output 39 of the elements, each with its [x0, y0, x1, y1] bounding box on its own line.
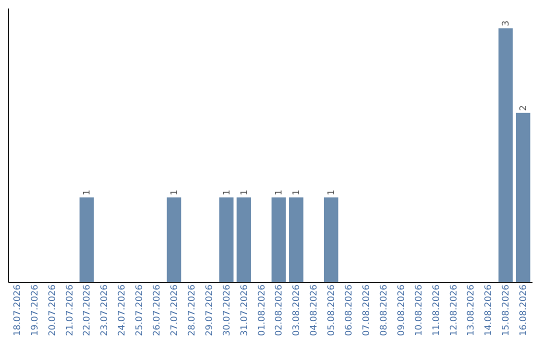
x-tick-label: 02.08.2026	[274, 284, 285, 336]
data-label: 1	[240, 190, 250, 196]
data-label: 1	[327, 190, 338, 196]
x-tick-label: 15.08.2026	[502, 284, 512, 336]
x-tick-label: 31.07.2026	[240, 284, 250, 336]
x-tick-label: 30.07.2026	[222, 284, 232, 336]
x-tick-label: 27.07.2026	[170, 284, 180, 336]
data-label: 3	[502, 20, 512, 26]
x-tick-label: 20.07.2026	[48, 284, 58, 336]
x-tick-label: 28.07.2026	[187, 284, 198, 336]
x-tick-label: 05.08.2026	[327, 284, 338, 336]
data-label: 1	[82, 190, 93, 196]
data-label: 2	[519, 105, 530, 111]
x-tick-label: 13.08.2026	[466, 284, 477, 336]
x-tick-label: 29.07.2026	[204, 284, 215, 336]
x-tick-label: 01.08.2026	[257, 284, 268, 336]
data-label: 1	[292, 190, 302, 196]
x-tick-label: 23.07.2026	[100, 284, 110, 336]
x-tick-label: 24.07.2026	[118, 284, 128, 336]
x-tick-label: 16.08.2026	[519, 284, 530, 336]
x-tick-label: 10.08.2026	[414, 284, 424, 336]
x-tick-label: 04.08.2026	[310, 284, 320, 336]
x-tick-label: 22.07.2026	[82, 284, 93, 336]
x-tick-label: 08.08.2026	[379, 284, 390, 336]
x-tick-label: 21.07.2026	[65, 284, 76, 336]
x-tick-label: 18.07.2026	[12, 284, 23, 336]
x-tick-label: 14.08.2026	[484, 284, 494, 336]
x-tick-label: 06.08.2026	[344, 284, 355, 336]
x-tick-label: 07.08.2026	[362, 284, 372, 336]
x-tick-label: 19.07.2026	[30, 284, 40, 336]
data-label: 1	[274, 190, 285, 196]
data-label: 1	[170, 190, 180, 196]
x-tick-label: 03.08.2026	[292, 284, 302, 336]
x-tick-label: 25.07.2026	[135, 284, 146, 336]
x-tick-label: 12.08.2026	[449, 284, 460, 336]
x-tick-label: 11.08.2026	[432, 284, 442, 336]
x-tick-label: 09.08.2026	[396, 284, 407, 336]
x-tick-label: 26.07.2026	[152, 284, 163, 336]
data-label: 1	[222, 190, 232, 196]
